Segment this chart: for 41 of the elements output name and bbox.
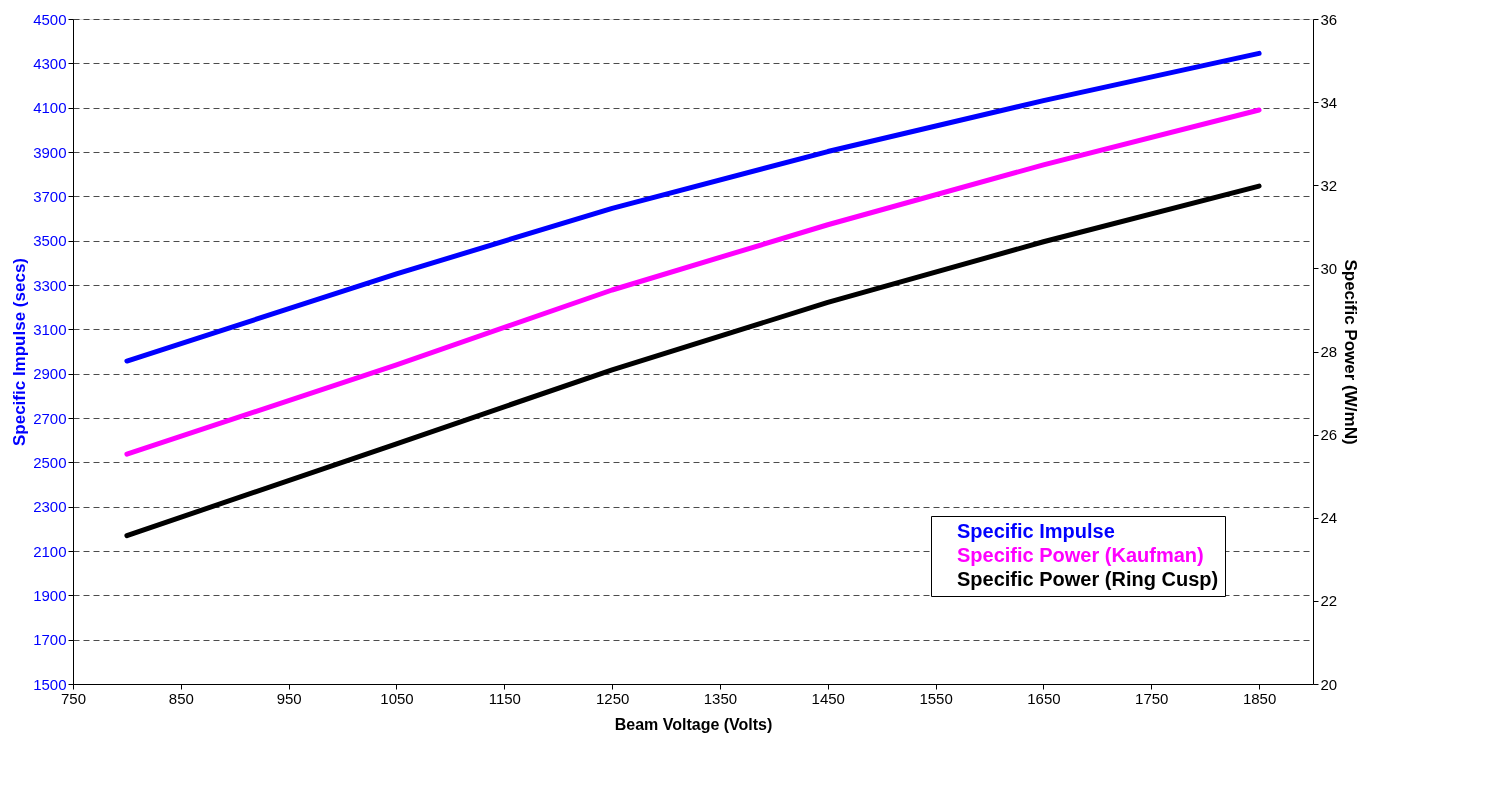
y-tick-label: 1900	[33, 586, 67, 604]
text: Specific Power (Ring Cusp)	[957, 568, 1219, 590]
y2-tick-label: 20	[1320, 675, 1338, 693]
y2-tick-label: 36	[1320, 10, 1338, 28]
x-tick-label: 1750	[1135, 689, 1169, 707]
y2-tick-label: 34	[1320, 93, 1338, 111]
y-axis-title: Specific Impulse (secs)	[10, 257, 30, 447]
y-tick-label: 2300	[33, 498, 67, 516]
x-tick-label: 1350	[703, 689, 738, 707]
y-tick-label: 3300	[33, 276, 67, 294]
y2-tick-label: 22	[1320, 592, 1338, 610]
y-tick-label: 4300	[33, 54, 67, 72]
y-tick-label: 2700	[33, 409, 67, 427]
y2-tick-label: 28	[1320, 343, 1338, 360]
x-axis-title: Beam Voltage (Volts)	[614, 715, 773, 733]
text: Specific Power (Kaufman)	[957, 544, 1204, 566]
y2-tick-label: 32	[1320, 176, 1338, 194]
x-tick-label: 1150	[488, 689, 521, 707]
y-tick-label: 1700	[33, 631, 67, 649]
y-tick-label: 2500	[33, 453, 67, 471]
y-tick-label: 3700	[33, 187, 67, 205]
x-tick-label: 1050	[380, 689, 414, 707]
y-tick-label: 3900	[33, 143, 67, 161]
y-tick-label: 3100	[33, 320, 67, 338]
y-tick-label: 4500	[33, 10, 67, 28]
x-tick-label: 1650	[1027, 689, 1061, 707]
x-tick-label: 1250	[595, 689, 630, 707]
x-tick-label: 950	[276, 689, 302, 707]
y2-tick-label: 30	[1320, 259, 1338, 277]
x-tick-label: 850	[168, 689, 194, 707]
x-tick-label: 1850	[1242, 689, 1277, 707]
y-tick-label: 4100	[33, 99, 67, 117]
x-tick-label: 1550	[919, 689, 953, 707]
y2-axis-title: Specific Power (W/mN)	[1341, 259, 1361, 445]
x-tick-label: 1450	[811, 689, 845, 707]
y2-tick-label: 24	[1320, 509, 1338, 527]
y2-tick-label: 26	[1320, 426, 1338, 444]
y-tick-label: 3500	[33, 232, 67, 250]
y-tick-label: 2100	[33, 542, 67, 560]
text: Specific Impulse	[957, 520, 1115, 542]
y-tick-label: 2900	[33, 365, 67, 383]
